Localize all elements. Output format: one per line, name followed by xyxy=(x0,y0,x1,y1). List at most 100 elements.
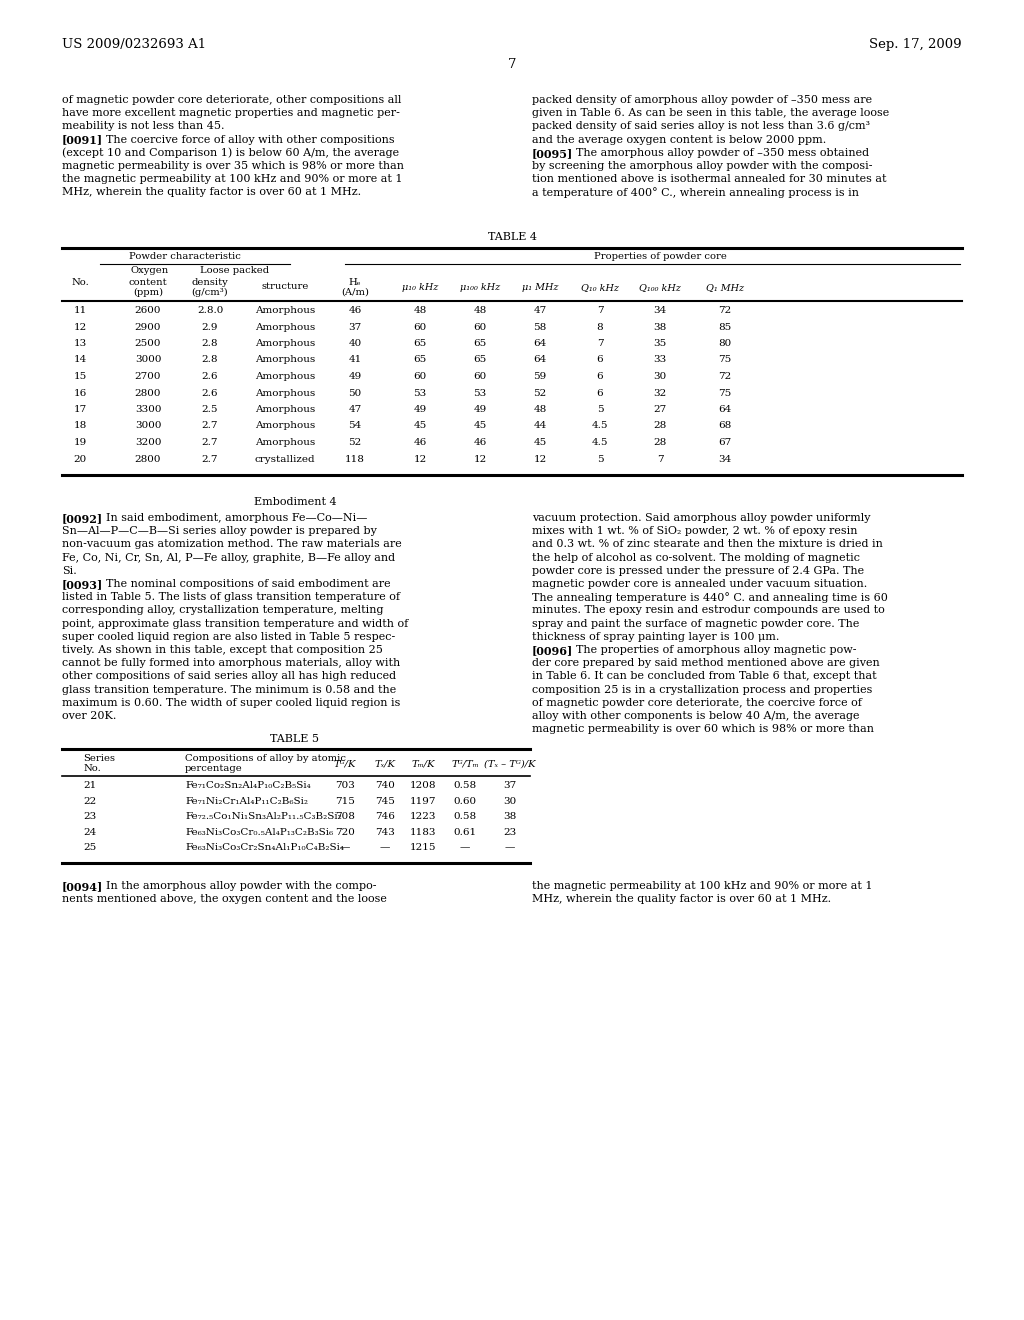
Text: glass transition temperature. The minimum is 0.58 and the: glass transition temperature. The minimu… xyxy=(62,685,396,694)
Text: The coercive force of alloy with other compositions: The coercive force of alloy with other c… xyxy=(92,135,394,145)
Text: magnetic powder core is annealed under vacuum situation.: magnetic powder core is annealed under v… xyxy=(532,579,867,589)
Text: 2.9: 2.9 xyxy=(202,322,218,331)
Text: 53: 53 xyxy=(414,388,427,397)
Text: packed density of amorphous alloy powder of –350 mess are: packed density of amorphous alloy powder… xyxy=(532,95,872,106)
Text: 64: 64 xyxy=(719,405,731,414)
Text: listed in Table 5. The lists of glass transition temperature of: listed in Table 5. The lists of glass tr… xyxy=(62,593,400,602)
Text: corresponding alloy, crystallization temperature, melting: corresponding alloy, crystallization tem… xyxy=(62,606,384,615)
Text: cannot be fully formed into amorphous materials, alloy with: cannot be fully formed into amorphous ma… xyxy=(62,659,400,668)
Text: minutes. The epoxy resin and estrodur compounds are used to: minutes. The epoxy resin and estrodur co… xyxy=(532,606,885,615)
Text: der core prepared by said method mentioned above are given: der core prepared by said method mention… xyxy=(532,659,880,668)
Text: 52: 52 xyxy=(534,388,547,397)
Text: 60: 60 xyxy=(414,322,427,331)
Text: 65: 65 xyxy=(414,339,427,348)
Text: 5: 5 xyxy=(597,454,603,463)
Text: 1208: 1208 xyxy=(410,781,436,791)
Text: 72: 72 xyxy=(719,372,731,381)
Text: Hₑ: Hₑ xyxy=(349,279,361,286)
Text: Fe₇₂.₅Co₁Ni₁Sn₃Al₂P₁₁.₅C₃B₂Si₂: Fe₇₂.₅Co₁Ni₁Sn₃Al₂P₁₁.₅C₃B₂Si₂ xyxy=(185,812,342,821)
Text: thickness of spray painting layer is 100 μm.: thickness of spray painting layer is 100… xyxy=(532,632,779,642)
Text: 8: 8 xyxy=(597,322,603,331)
Text: nents mentioned above, the oxygen content and the loose: nents mentioned above, the oxygen conten… xyxy=(62,894,387,904)
Text: 2.6: 2.6 xyxy=(202,372,218,381)
Text: spray and paint the surface of magnetic powder core. The: spray and paint the surface of magnetic … xyxy=(532,619,859,628)
Text: —: — xyxy=(460,843,470,853)
Text: (ppm): (ppm) xyxy=(133,288,163,297)
Text: 2500: 2500 xyxy=(135,339,161,348)
Text: 53: 53 xyxy=(473,388,486,397)
Text: The nominal compositions of said embodiment are: The nominal compositions of said embodim… xyxy=(92,579,390,589)
Text: No.: No. xyxy=(83,764,100,774)
Text: 7: 7 xyxy=(656,454,664,463)
Text: Q₁₀₀ kHz: Q₁₀₀ kHz xyxy=(639,282,681,292)
Text: 75: 75 xyxy=(719,355,731,364)
Text: 16: 16 xyxy=(74,388,87,397)
Text: 34: 34 xyxy=(719,454,731,463)
Text: 2800: 2800 xyxy=(135,388,161,397)
Text: by screening the amorphous alloy powder with the composi-: by screening the amorphous alloy powder … xyxy=(532,161,872,172)
Text: 6: 6 xyxy=(597,372,603,381)
Text: Tₓ/K: Tₓ/K xyxy=(375,759,395,768)
Text: 3300: 3300 xyxy=(135,405,161,414)
Text: 27: 27 xyxy=(653,405,667,414)
Text: Amorphous: Amorphous xyxy=(255,322,315,331)
Text: [0095]: [0095] xyxy=(532,148,573,158)
Text: 740: 740 xyxy=(375,781,395,791)
Text: 7: 7 xyxy=(597,339,603,348)
Text: 1223: 1223 xyxy=(410,812,436,821)
Text: 746: 746 xyxy=(375,812,395,821)
Text: 47: 47 xyxy=(348,405,361,414)
Text: content: content xyxy=(129,279,167,286)
Text: 68: 68 xyxy=(719,421,731,430)
Text: meability is not less than 45.: meability is not less than 45. xyxy=(62,121,224,132)
Text: In said embodiment, amorphous Fe—Co—Ni—: In said embodiment, amorphous Fe—Co—Ni— xyxy=(92,513,368,523)
Text: 49: 49 xyxy=(473,405,486,414)
Text: 30: 30 xyxy=(504,797,517,805)
Text: 3000: 3000 xyxy=(135,421,161,430)
Text: 37: 37 xyxy=(348,322,361,331)
Text: TABLE 5: TABLE 5 xyxy=(270,734,319,744)
Text: 59: 59 xyxy=(534,372,547,381)
Text: 60: 60 xyxy=(414,372,427,381)
Text: 34: 34 xyxy=(653,306,667,315)
Text: crystallized: crystallized xyxy=(255,454,315,463)
Text: 6: 6 xyxy=(597,388,603,397)
Text: Amorphous: Amorphous xyxy=(255,339,315,348)
Text: 65: 65 xyxy=(473,339,486,348)
Text: No.: No. xyxy=(71,279,89,286)
Text: 48: 48 xyxy=(534,405,547,414)
Text: 7: 7 xyxy=(508,58,516,71)
Text: the magnetic permeability at 100 kHz and 90% or more at 1: the magnetic permeability at 100 kHz and… xyxy=(532,880,872,891)
Text: Amorphous: Amorphous xyxy=(255,306,315,315)
Text: tively. As shown in this table, except that composition 25: tively. As shown in this table, except t… xyxy=(62,645,383,655)
Text: Amorphous: Amorphous xyxy=(255,405,315,414)
Text: 49: 49 xyxy=(414,405,427,414)
Text: [0091]: [0091] xyxy=(62,135,103,145)
Text: (g/cm³): (g/cm³) xyxy=(191,288,228,297)
Text: 12: 12 xyxy=(74,322,87,331)
Text: 720: 720 xyxy=(335,828,355,837)
Text: US 2009/0232693 A1: US 2009/0232693 A1 xyxy=(62,38,206,51)
Text: Q₁ MHz: Q₁ MHz xyxy=(706,282,744,292)
Text: (A/m): (A/m) xyxy=(341,288,369,297)
Text: 48: 48 xyxy=(414,306,427,315)
Text: vacuum protection. Said amorphous alloy powder uniformly: vacuum protection. Said amorphous alloy … xyxy=(532,513,870,523)
Text: MHz, wherein the quality factor is over 60 at 1 MHz.: MHz, wherein the quality factor is over … xyxy=(532,894,831,904)
Text: 24: 24 xyxy=(83,828,96,837)
Text: 33: 33 xyxy=(653,355,667,364)
Text: 38: 38 xyxy=(504,812,517,821)
Text: 48: 48 xyxy=(473,306,486,315)
Text: 60: 60 xyxy=(473,372,486,381)
Text: 23: 23 xyxy=(83,812,96,821)
Text: 44: 44 xyxy=(534,421,547,430)
Text: 12: 12 xyxy=(534,454,547,463)
Text: 7: 7 xyxy=(597,306,603,315)
Text: 50: 50 xyxy=(348,388,361,397)
Text: 0.58: 0.58 xyxy=(454,812,476,821)
Text: Sep. 17, 2009: Sep. 17, 2009 xyxy=(869,38,962,51)
Text: density: density xyxy=(191,279,228,286)
Text: 2.5: 2.5 xyxy=(202,405,218,414)
Text: 743: 743 xyxy=(375,828,395,837)
Text: 45: 45 xyxy=(473,421,486,430)
Text: 80: 80 xyxy=(719,339,731,348)
